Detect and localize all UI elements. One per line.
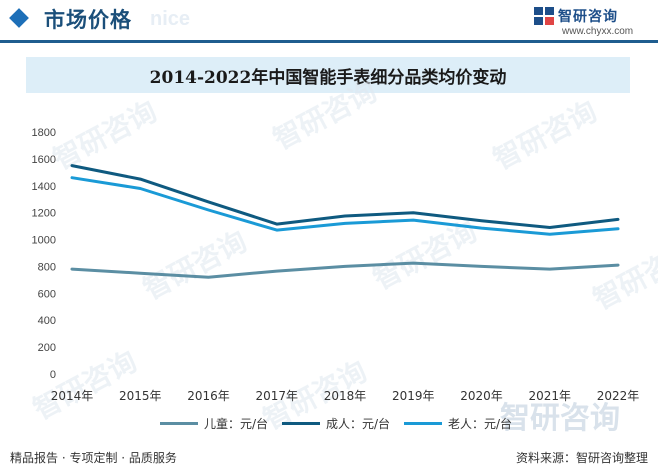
brand-block: 智研咨询 www.chyxx.com <box>534 5 644 39</box>
page-header: 市场价格 nice 智研咨询 www.chyxx.com <box>0 0 658 40</box>
x-tick-label: 2017年 <box>255 389 298 403</box>
watermark-text: 智研咨询 <box>588 234 658 316</box>
header-ghost-watermark: nice <box>150 8 191 30</box>
x-tick-label: 2016年 <box>187 389 230 403</box>
y-tick-label: 1400 <box>32 181 56 193</box>
y-tick-label: 1600 <box>32 154 56 166</box>
legend-label: 老人：元/台 <box>448 417 513 431</box>
page-footer: 精品报告 · 专项定制 · 品质服务 资料来源：智研咨询整理 <box>0 445 658 468</box>
y-tick-label: 1200 <box>32 208 56 220</box>
footer-source: 资料来源：智研咨询整理 <box>515 451 648 465</box>
legend-label: 成人：元/台 <box>326 417 391 431</box>
brand-logo-icon <box>534 7 554 25</box>
brand-url: www.chyxx.com <box>562 26 634 37</box>
chart-title-band: 2014-2022年中国智能手表细分品类均价变动 <box>26 57 630 93</box>
series-line <box>70 164 620 229</box>
legend-label: 儿童：元/台 <box>204 417 269 431</box>
footer-slogan: 精品报告 · 专项定制 · 品质服务 <box>10 451 177 465</box>
y-tick-label: 1800 <box>32 127 56 139</box>
footer-watermark: 智研咨询 <box>500 401 620 436</box>
y-tick-label: 1000 <box>32 235 56 247</box>
watermark-text: 智研咨询 <box>48 94 162 176</box>
legend-swatch <box>282 422 320 425</box>
header-divider <box>0 40 658 43</box>
y-tick-label: 400 <box>38 315 56 327</box>
chart-title: 2014-2022年中国智能手表细分品类均价变动 <box>149 68 507 88</box>
x-tick-label: 2014年 <box>51 389 94 403</box>
series-line <box>70 176 620 236</box>
x-tick-label: 2022年 <box>597 389 640 403</box>
legend-swatch <box>160 422 198 425</box>
y-tick-label: 0 <box>50 369 56 381</box>
y-tick-label: 200 <box>38 342 56 354</box>
watermark-text: 智研咨询 <box>268 74 382 156</box>
section-title: 市场价格 <box>44 8 132 32</box>
x-tick-label: 2020年 <box>460 389 503 403</box>
watermark-text: 智研咨询 <box>138 224 252 306</box>
legend-swatch <box>404 422 442 425</box>
x-tick-label: 2019年 <box>392 389 435 403</box>
x-tick-label: 2015年 <box>119 389 162 403</box>
series-line <box>70 261 620 279</box>
brand-name: 智研咨询 <box>558 9 618 25</box>
y-tick-label: 800 <box>38 261 56 273</box>
x-tick-label: 2021年 <box>528 389 571 403</box>
x-tick-label: 2018年 <box>324 389 367 403</box>
chart-legend: 儿童：元/台 成人：元/台 老人：元/台 <box>0 414 658 434</box>
watermark-text: 智研咨询 <box>488 94 602 176</box>
y-tick-label: 600 <box>38 288 56 300</box>
